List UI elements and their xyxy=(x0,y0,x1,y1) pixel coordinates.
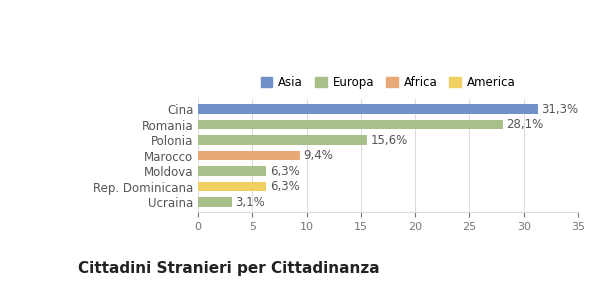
Bar xyxy=(198,135,367,145)
Bar xyxy=(198,182,266,191)
Text: 31,3%: 31,3% xyxy=(541,103,578,115)
Text: 6,3%: 6,3% xyxy=(270,180,299,193)
Bar xyxy=(198,104,538,114)
Text: 15,6%: 15,6% xyxy=(371,133,408,146)
Text: 28,1%: 28,1% xyxy=(506,118,544,131)
Text: 6,3%: 6,3% xyxy=(270,164,299,177)
Bar xyxy=(198,166,266,176)
Text: Cittadini Stranieri per Cittadinanza: Cittadini Stranieri per Cittadinanza xyxy=(78,261,380,276)
Text: 3,1%: 3,1% xyxy=(235,195,265,209)
Legend: Asia, Europa, Africa, America: Asia, Europa, Africa, America xyxy=(256,71,520,94)
Bar xyxy=(198,151,300,160)
Text: 9,4%: 9,4% xyxy=(304,149,333,162)
Bar xyxy=(198,197,232,207)
Bar xyxy=(198,120,503,129)
